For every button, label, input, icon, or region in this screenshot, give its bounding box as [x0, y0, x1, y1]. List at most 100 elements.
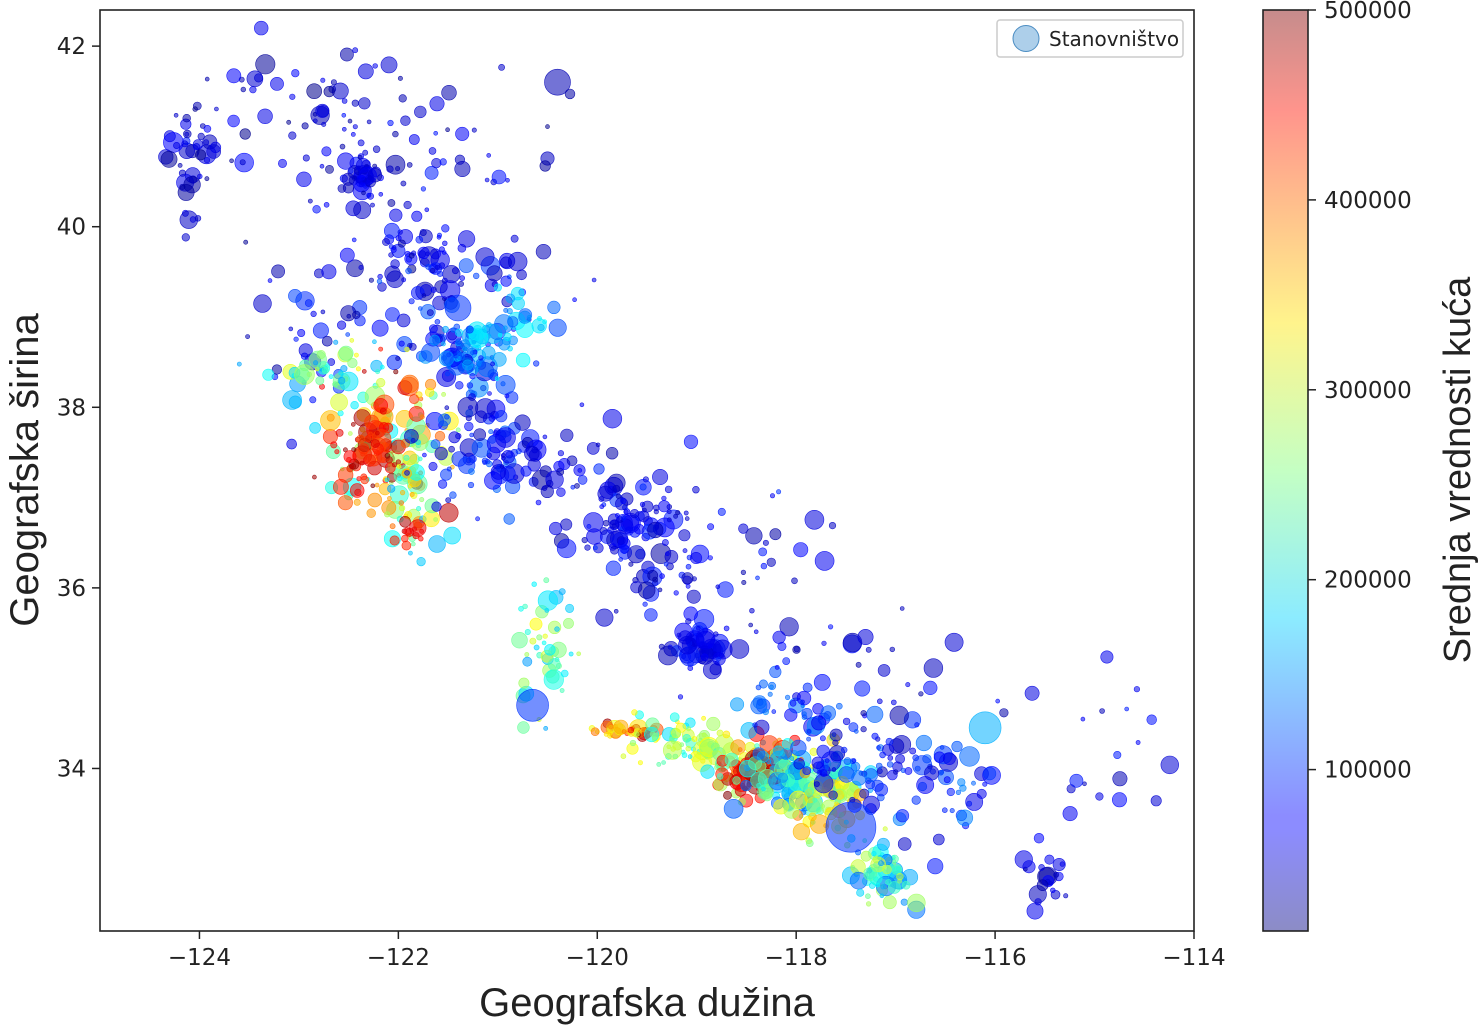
data-point-1680 [789, 699, 797, 707]
data-point-1843 [692, 486, 700, 494]
data-point-984 [637, 581, 656, 599]
data-point-172 [400, 115, 411, 126]
data-point-906 [615, 513, 620, 518]
data-point-709 [410, 541, 416, 547]
data-point-248 [390, 246, 397, 253]
data-point-989 [685, 583, 691, 589]
data-point-1772 [1100, 650, 1114, 664]
data-point-1729 [959, 746, 980, 767]
data-point-652 [404, 346, 410, 353]
data-point-174 [498, 64, 505, 71]
data-point-146 [323, 202, 330, 208]
data-point-815 [457, 396, 479, 418]
data-point-179 [439, 158, 447, 166]
data-point-940 [615, 493, 621, 499]
data-point-77 [209, 141, 222, 153]
data-point-889 [683, 510, 689, 516]
x-tick-label: −124 [168, 945, 231, 971]
data-point-677 [349, 338, 355, 343]
data-point-1628 [840, 746, 848, 754]
data-point-1055 [678, 635, 697, 655]
data-point-339 [321, 264, 337, 280]
data-point-1095 [559, 688, 565, 693]
data-point-78 [341, 127, 347, 132]
data-point-987 [619, 544, 630, 554]
data-point-1658 [886, 761, 894, 768]
data-point-894 [586, 524, 592, 529]
data-point-421 [446, 364, 452, 370]
data-point-344 [298, 343, 313, 358]
data-point-1806 [827, 624, 834, 630]
data-point-370 [487, 369, 499, 380]
data-point-724 [443, 526, 462, 545]
data-point-1132 [607, 730, 613, 736]
data-point-1692 [784, 708, 798, 722]
data-point-333 [320, 309, 326, 315]
data-point-771 [487, 391, 492, 396]
data-point-189 [312, 205, 321, 214]
data-point-646 [372, 339, 377, 345]
data-point-317 [376, 278, 383, 284]
legend-box [996, 19, 1184, 58]
data-point-46 [249, 86, 257, 94]
data-point-992 [665, 551, 670, 557]
data-point-1576 [877, 837, 890, 851]
data-point-403 [421, 342, 441, 362]
data-point-1812 [923, 658, 944, 678]
data-point-165 [387, 119, 394, 127]
data-point-347 [253, 294, 272, 313]
data-point-1550 [888, 881, 901, 894]
data-point-1060 [536, 634, 543, 641]
data-point-68 [372, 145, 381, 153]
data-point-238 [339, 247, 355, 263]
data-point-1855 [544, 68, 571, 96]
data-point-191 [445, 127, 450, 132]
data-point-718 [353, 498, 361, 506]
x-axis-title: Geografska dužina [479, 981, 816, 1025]
data-point-1197 [701, 732, 707, 738]
data-point-1569 [885, 879, 892, 886]
data-point-951 [599, 527, 608, 535]
data-point-1751 [1050, 887, 1056, 893]
data-point-1199 [661, 760, 666, 765]
data-point-1728 [951, 740, 963, 753]
data-point-1657 [904, 767, 913, 775]
data-point-1667 [831, 767, 837, 772]
data-point-773 [500, 381, 506, 387]
data-point-950 [577, 475, 588, 485]
data-point-419 [444, 371, 450, 377]
data-point-225 [436, 235, 442, 240]
data-point-86 [321, 121, 327, 127]
data-point-1725 [971, 780, 976, 786]
data-point-703 [366, 508, 376, 518]
data-point-1701 [796, 690, 812, 706]
data-point-740 [409, 519, 427, 537]
data-point-75 [352, 47, 359, 54]
data-point-194 [359, 174, 366, 181]
data-point-136 [337, 152, 355, 170]
legend-label: Stanovništvo [1049, 27, 1179, 51]
data-point-420 [455, 338, 462, 345]
data-point-1776 [1113, 750, 1122, 759]
data-point-1092 [558, 588, 566, 595]
data-point-983 [618, 557, 624, 562]
data-point-1706 [811, 715, 827, 731]
data-point-1166 [634, 731, 640, 737]
data-point-1825 [696, 630, 715, 650]
data-point-175 [243, 239, 249, 245]
data-point-1744 [957, 778, 966, 787]
data-point-833 [446, 466, 452, 472]
data-point-423 [466, 382, 474, 389]
data-point-1601 [806, 736, 811, 742]
data-point-1821 [793, 542, 809, 558]
data-point-1844 [707, 523, 715, 531]
data-point-1067 [529, 637, 537, 645]
data-point-76 [301, 122, 309, 130]
data-point-1850 [715, 584, 721, 590]
data-point-1404 [766, 759, 772, 765]
data-point-297 [396, 313, 411, 328]
data-point-1629 [859, 788, 870, 799]
data-point-817 [488, 435, 497, 444]
y-tick-label: 42 [57, 34, 86, 60]
data-point-1835 [748, 622, 754, 628]
